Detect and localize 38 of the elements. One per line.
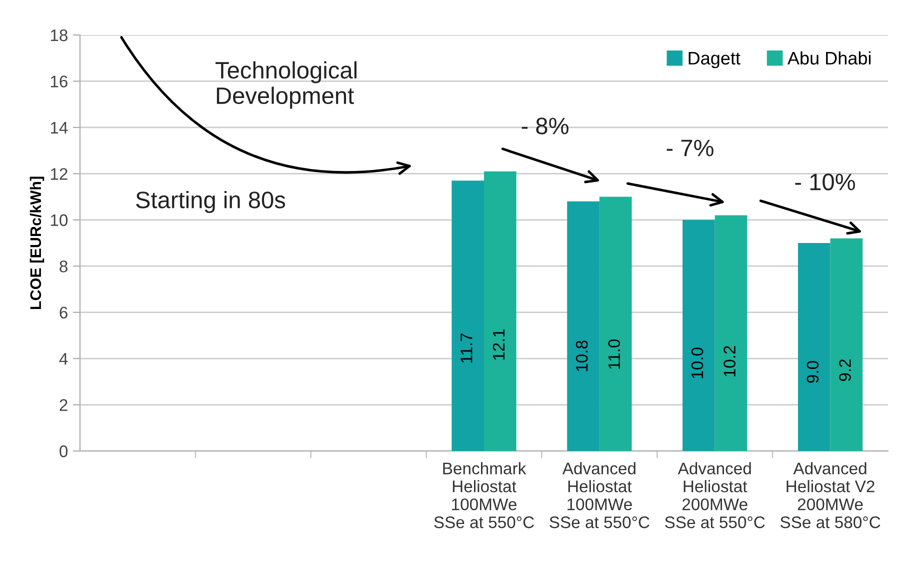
y-tick-label: 2 — [60, 399, 68, 411]
annotation: - 8% — [522, 118, 568, 134]
data-label: 10.8 — [576, 340, 588, 372]
bar — [452, 180, 484, 451]
data-label: 11.0 — [608, 339, 620, 369]
annotation: Starting in 80s — [136, 190, 286, 214]
annotation: - 10% — [795, 174, 855, 190]
bar — [714, 215, 748, 451]
annotation: Technological Development — [216, 61, 356, 109]
data-label: 12.1 — [492, 329, 504, 360]
x-tick-label: Advanced Heliostat 100MWe SSe at 550°C — [550, 462, 650, 528]
data-label: 10.2 — [724, 346, 736, 376]
data-label: 11.7 — [460, 333, 472, 363]
y-tick-label: 8 — [60, 260, 68, 272]
bar — [798, 243, 830, 451]
legend-label: Dagett — [688, 52, 740, 68]
x-tick-label: Advanced Heliostat 200MWe SSe at 550°C — [665, 462, 765, 528]
y-tick-label: 6 — [60, 306, 68, 319]
data-label: 10.0 — [691, 348, 704, 378]
data-label: 9.2 — [839, 359, 851, 382]
y-tick-label: 16 — [50, 76, 68, 88]
y-tick-label: 10 — [50, 214, 68, 226]
y-tick-label: 18 — [50, 29, 68, 42]
data-label: 9.0 — [806, 361, 819, 383]
bar — [484, 171, 516, 451]
x-tick-label: Benchmark Heliostat 100MWe SSe at 550°C — [434, 462, 534, 528]
y-tick-label: 4 — [59, 353, 68, 365]
bar — [599, 196, 632, 451]
y-tick-label: 14 — [50, 122, 68, 134]
bar — [682, 220, 715, 451]
annotation: - 7% — [666, 140, 714, 156]
bar — [567, 201, 600, 451]
x-tick-label: Advanced Heliostat V2 200MWe SSe at 580°C — [780, 462, 880, 528]
y-axis-title: LCOE [EURc/kWh] — [30, 176, 44, 310]
y-tick-label: 12 — [50, 168, 68, 180]
y-tick-label: 0 — [60, 445, 68, 458]
bar — [830, 238, 863, 451]
legend-label: Abu Dhabi — [787, 51, 871, 65]
